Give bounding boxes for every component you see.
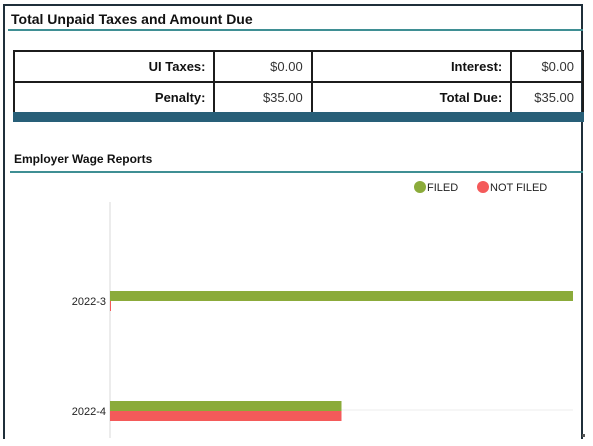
page-title: Total Unpaid Taxes and Amount Due — [11, 11, 253, 27]
legend-label-not-filed: NOT FILED — [490, 182, 547, 194]
table-footer-band — [13, 112, 584, 122]
bar-filed-2022-4 — [110, 401, 342, 411]
legend-dot-not-filed — [477, 181, 489, 193]
category-label-2022-3: 2022-3 — [72, 296, 106, 308]
legend-label-filed: FILED — [427, 182, 458, 194]
bar-not-filed-2022-3 — [110, 301, 111, 311]
table-row: Penalty: $35.00 Total Due: $35.00 — [12, 81, 584, 114]
category-label-2022-4: 2022-4 — [72, 406, 106, 418]
title-divider — [8, 29, 583, 31]
interest-label: Interest: — [310, 50, 513, 83]
table-row: UI Taxes: $0.00 Interest: $0.00 — [12, 50, 584, 83]
section-divider — [10, 171, 583, 173]
panel-frame — [3, 4, 583, 439]
penalty-label: Penalty: — [12, 81, 216, 114]
penalty-value: $35.00 — [213, 81, 313, 114]
ui-taxes-label: UI Taxes: — [12, 50, 216, 83]
bar-not-filed-2022-4 — [110, 411, 342, 421]
ui-taxes-value: $0.00 — [213, 50, 313, 83]
legend-dot-filed — [414, 181, 426, 193]
corner-mark — [582, 434, 585, 437]
tax-summary-table: UI Taxes: $0.00 Interest: $0.00 Penalty:… — [12, 50, 584, 114]
bar-filed-2022-3 — [110, 291, 573, 301]
interest-value: $0.00 — [510, 50, 584, 83]
section-title: Employer Wage Reports — [14, 152, 153, 166]
